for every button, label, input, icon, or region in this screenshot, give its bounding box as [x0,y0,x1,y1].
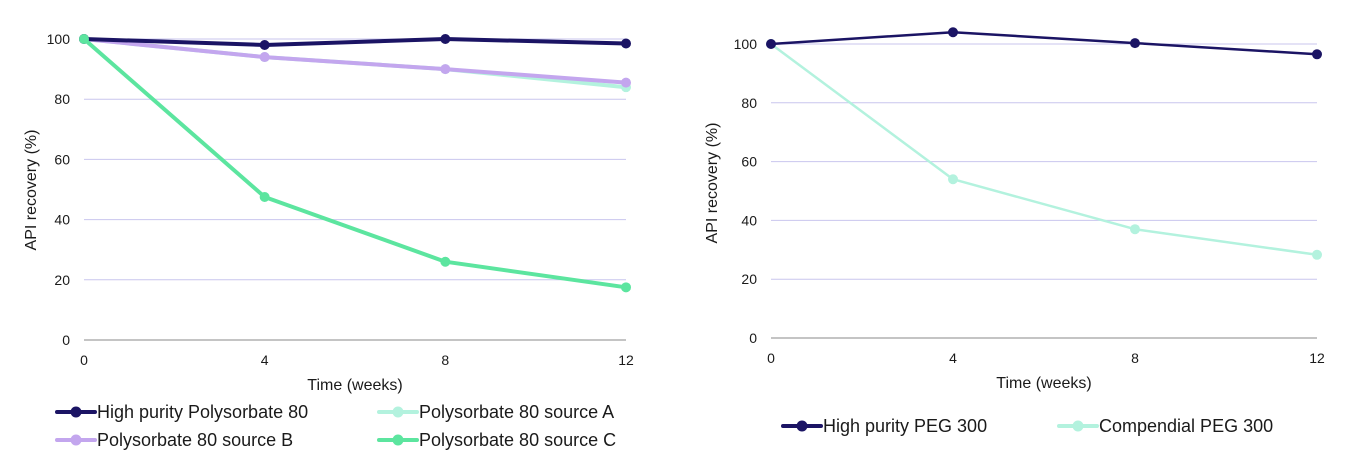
chart-1-y-tick-label: 0 [62,332,70,348]
chart-2-y-axis-title: API recovery (%) [704,123,721,244]
chart-1-data-point [440,256,451,267]
chart-1-y-axis-title: API recovery (%) [23,130,40,251]
chart-2-y-tick-label: 60 [741,154,757,170]
chart-1-y-tick-label: 60 [54,151,70,167]
chart-2-y-tick-label: 80 [741,95,757,111]
chart-2-data-point [1130,224,1140,235]
chart-1-x-axis-title: Time (weeks) [307,377,402,394]
chart-1-y-tick-label: 20 [54,272,70,288]
chart-2-x-axis-title: Time (weeks) [996,375,1091,392]
chart-1-legend-swatch-marker [70,406,82,418]
chart-2-legend-label: Compendial PEG 300 [1099,416,1273,436]
chart-1-data-point [621,77,631,88]
chart-1-data-point [440,34,451,44]
chart-2-data-point [948,174,958,185]
chart-1-y-tick-label: 40 [54,212,70,228]
chart-1-x-tick-label: 4 [261,352,269,368]
chart-1-legend-swatch-marker [70,434,82,446]
chart-2-series-line-1 [769,30,1319,56]
chart-2-legend-swatch-marker [1072,420,1084,432]
chart-1-x-tick-label: 8 [441,352,449,368]
chart-1-series-line-3 [82,37,628,85]
chart-2-data-point [1312,249,1322,260]
chart-1-x-tick-label: 12 [618,352,634,368]
chart-1-series-line-4 [82,37,628,290]
chart-2-x-tick-label: 4 [949,350,957,366]
chart-1-y-tick-label: 80 [54,91,70,107]
chart-1-data-point [79,34,89,44]
chart-1-legend-swatch-marker [392,406,404,418]
chart-left: 0 20 40 60 80 100 0 4 8 12 Time (weeks) API recover… [0,0,675,456]
chart-1-data-point [621,38,631,49]
chart-1-series-line-1 [82,37,628,47]
chart-2-x-tick-label: 8 [1131,350,1139,366]
chart-2-series-line-2 [769,42,1319,257]
chart-1-x-tick-label: 0 [80,352,88,368]
chart-2-y-tick-label: 0 [749,330,757,346]
chart-2-data-point [948,27,958,38]
chart-1-legend-label: Polysorbate 80 source B [97,430,293,450]
chart-2-y-tick-label: 20 [741,271,757,287]
chart-2-legend-swatch-marker [796,420,808,432]
chart-1-y-tick-label: 100 [47,31,71,47]
chart-2-legend-label: High purity PEG 300 [823,416,987,436]
chart-2-data-point [766,39,776,49]
chart-2-data-point [1312,49,1322,60]
chart-right-svg: 0 20 40 60 80 100 0 4 8 12 Time (weeks) API recover… [704,27,1325,436]
chart-2-x-tick-label: 0 [767,350,775,366]
chart-2-y-tick-label: 100 [734,36,758,52]
chart-right: 0 20 40 60 80 100 0 4 8 12 Time (weeks) API recover… [675,0,1350,456]
chart-2-data-point [1130,38,1140,49]
chart-1-data-point [259,192,270,203]
chart-1-legend-label: Polysorbate 80 source A [419,402,614,422]
chart-1-legend-swatch-marker [392,434,404,446]
chart-1-data-point [259,52,270,63]
chart-1-data-point [259,40,270,51]
chart-1-legend-label: High purity Polysorbate 80 [97,402,308,422]
chart-left-svg: 0 20 40 60 80 100 0 4 8 12 Time (weeks) API recover… [23,31,634,450]
chart-1-data-point [621,282,631,293]
chart-2-y-tick-label: 40 [741,212,757,228]
chart-1-legend-label: Polysorbate 80 source C [419,430,616,450]
chart-2-x-tick-label: 12 [1309,350,1325,366]
chart-1-data-point [440,64,451,75]
